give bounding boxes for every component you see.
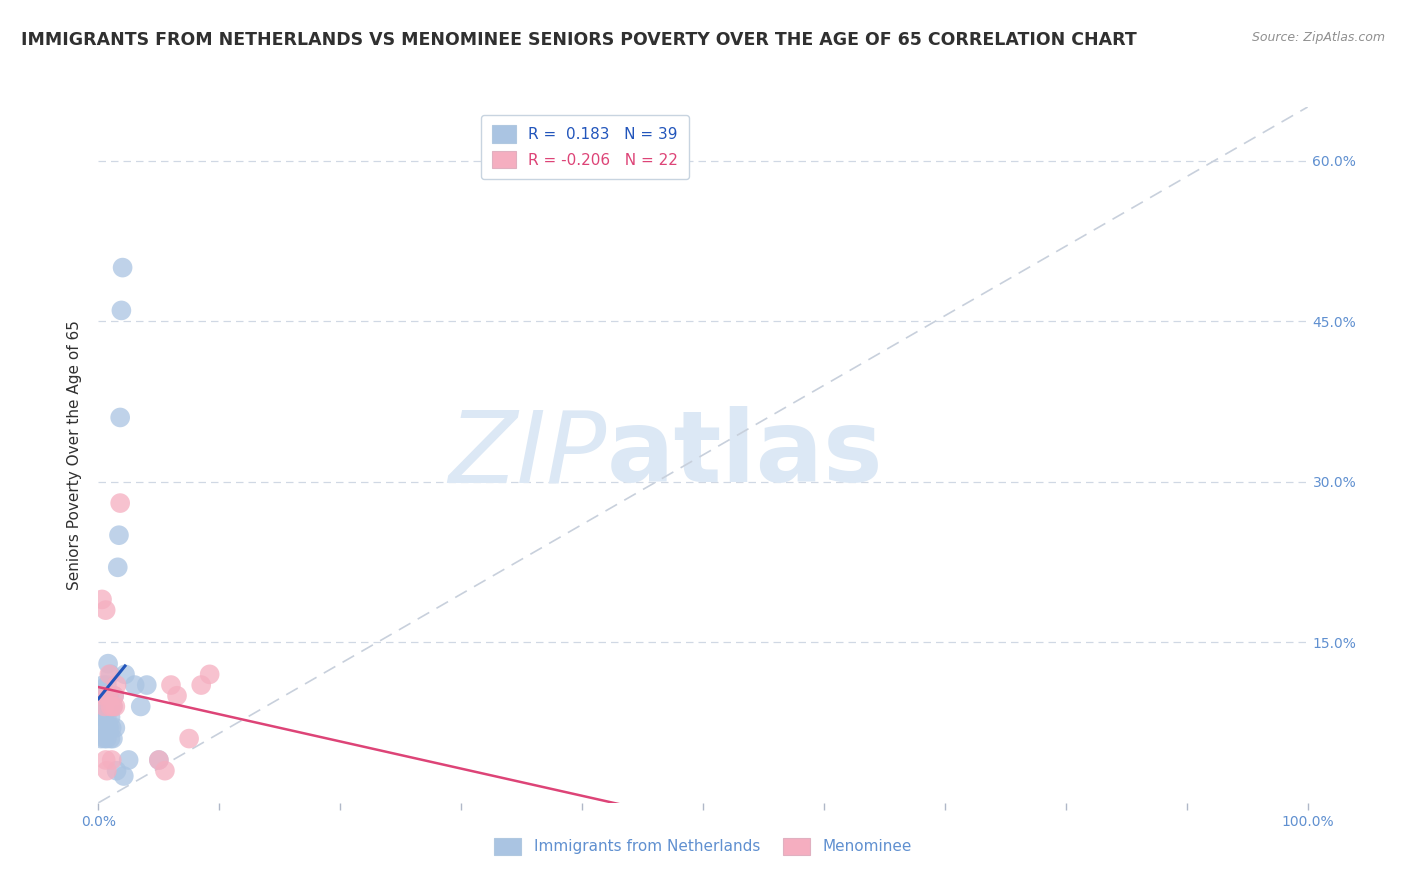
Text: atlas: atlas [606,407,883,503]
Point [100,710,122,724]
Point [100,753,122,767]
Point [190,678,212,692]
Point [135,678,157,692]
Point [98,721,121,735]
Point [94,603,117,617]
Point [160,678,183,692]
Point [108,410,131,425]
Point [98,689,121,703]
Point [94,753,117,767]
Point [94,721,117,735]
Point [124,678,146,692]
Point [94,699,117,714]
Point [105,678,128,692]
Point [198,667,221,681]
Point [96,731,118,746]
Point [112,769,135,783]
Point [110,303,132,318]
Point [101,699,124,714]
Point [96,710,118,724]
Point [148,753,170,767]
Point [153,764,176,778]
Point [93,689,115,703]
Point [91,592,114,607]
Point [93,710,115,724]
Point [97,689,120,703]
Text: ZIP: ZIP [449,407,606,503]
Point [105,764,128,778]
Point [101,731,124,746]
Point [97,657,120,671]
Point [100,667,122,681]
Point [118,753,141,767]
Point [100,721,122,735]
Point [166,689,188,703]
Point [108,528,131,542]
Point [103,689,125,703]
Point [129,699,152,714]
Point [107,560,129,574]
Point [148,753,170,767]
Point [96,678,118,692]
Point [91,689,114,703]
Point [90,731,112,746]
Point [100,699,122,714]
Text: Source: ZipAtlas.com: Source: ZipAtlas.com [1251,31,1385,45]
Point [114,667,136,681]
Y-axis label: Seniors Poverty Over the Age of 65: Seniors Poverty Over the Age of 65 [67,320,83,590]
Point [108,496,131,510]
Point [111,260,134,275]
Point [91,721,114,735]
Text: IMMIGRANTS FROM NETHERLANDS VS MENOMINEE SENIORS POVERTY OVER THE AGE OF 65 CORR: IMMIGRANTS FROM NETHERLANDS VS MENOMINEE… [21,31,1137,49]
Point [97,699,120,714]
Point [93,731,115,746]
Point [91,710,114,724]
Point [91,678,114,692]
Point [91,699,114,714]
Point [97,721,120,735]
Point [179,731,201,746]
Point [93,699,115,714]
Point [104,699,127,714]
Legend: Immigrants from Netherlands, Menominee: Immigrants from Netherlands, Menominee [488,831,918,862]
Point [104,721,127,735]
Point [101,699,124,714]
Point [98,667,121,681]
Point [100,731,122,746]
Point [103,689,125,703]
Point [96,764,118,778]
